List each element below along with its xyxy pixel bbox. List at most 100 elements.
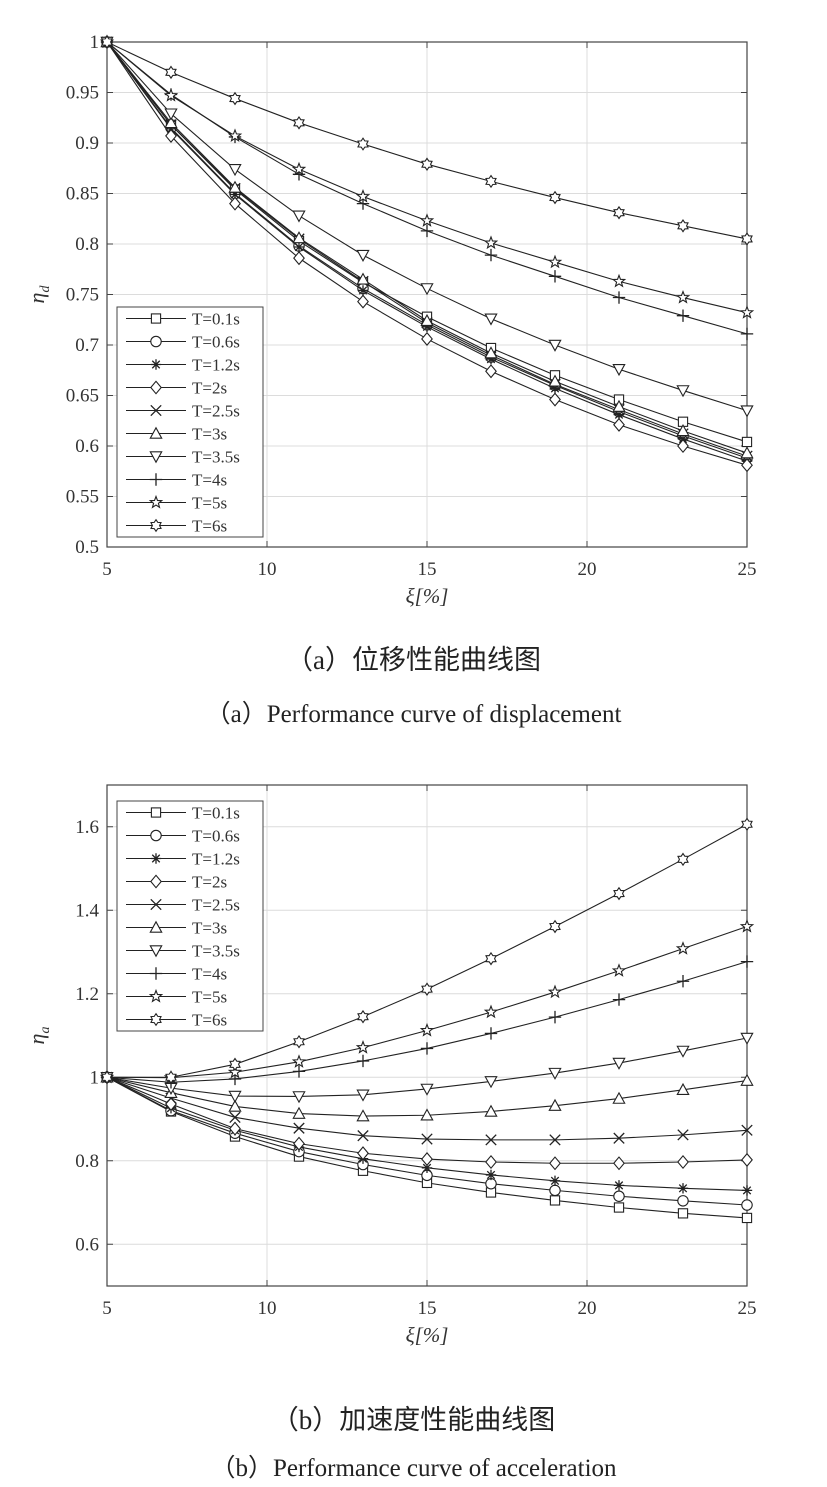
legend-marker: [149, 967, 163, 980]
caption-a-en: （a）Performance curve of displacement: [205, 701, 622, 728]
data-point: [485, 364, 497, 379]
data-point: [421, 321, 433, 333]
data-point: [740, 1073, 754, 1086]
data-point: [741, 452, 753, 464]
data-point: [357, 285, 369, 296]
y-tick-label: 0.8: [75, 234, 99, 255]
data-point: [293, 233, 305, 245]
x-tick-label: 20: [578, 1298, 597, 1319]
data-point: [613, 1202, 625, 1213]
data-point: [484, 248, 498, 262]
data-point: [357, 1165, 369, 1176]
data-point: [421, 1162, 433, 1174]
data-point: [421, 331, 433, 346]
data-point: [677, 416, 689, 427]
data-point: [99, 34, 115, 49]
data-point: [356, 1089, 370, 1102]
legend-label: T=0.1s: [192, 310, 240, 329]
data-point: [740, 446, 754, 459]
data-point: [548, 1010, 562, 1024]
data-point: [612, 399, 626, 412]
data-point: [357, 294, 369, 309]
data-point: [549, 392, 561, 407]
data-point: [676, 1045, 690, 1058]
data-point: [227, 128, 243, 143]
data-point: [229, 1057, 241, 1072]
data-point: [484, 1104, 498, 1117]
series-line: [107, 823, 748, 1078]
data-point: [548, 374, 562, 387]
y-tick-label: 0.55: [66, 487, 99, 508]
series-line: [106, 1076, 748, 1141]
data-point: [101, 1072, 113, 1083]
series-T-3s: [100, 35, 754, 459]
data-point: [741, 1124, 753, 1136]
x-tick-label: 5: [102, 1298, 112, 1319]
data-point: [677, 852, 689, 867]
data-point: [740, 327, 754, 341]
data-point: [613, 403, 625, 416]
data-point: [549, 1175, 561, 1186]
data-point: [355, 188, 371, 203]
data-point: [421, 157, 433, 171]
data-point: [227, 1064, 243, 1079]
data-point: [677, 1129, 689, 1141]
data-point: [421, 982, 433, 996]
data-point: [164, 108, 178, 121]
x-tick-label: 5: [102, 559, 112, 580]
series-line: [106, 1076, 748, 1219]
series-T-0-1s: [101, 36, 753, 448]
data-point: [229, 1121, 241, 1136]
legend-label: T=6s: [192, 517, 227, 536]
data-point: [101, 1071, 113, 1083]
legend-label: T=4s: [192, 965, 227, 984]
data-point: [485, 1187, 497, 1198]
data-point: [420, 283, 434, 296]
data-point: [739, 918, 755, 933]
data-point: [356, 197, 370, 210]
series-T-2s: [101, 1070, 753, 1171]
data-point: [741, 1185, 753, 1196]
legend-marker: [149, 920, 163, 933]
legend-marker: [149, 451, 163, 464]
data-point: [677, 219, 689, 233]
data-point: [741, 1212, 753, 1224]
data-point: [549, 190, 561, 205]
legend-label: T=5s: [192, 988, 227, 1007]
data-point: [293, 1136, 305, 1151]
series-T-5s: [99, 918, 755, 1084]
y-tick-label: 1: [90, 1067, 100, 1088]
data-point: [483, 235, 499, 250]
x-tick-label: 20: [578, 559, 597, 580]
data-point: [421, 1169, 433, 1182]
data-point: [293, 1034, 305, 1049]
data-point: [293, 1145, 305, 1158]
legend-marker: [150, 1012, 162, 1027]
legend-box: [116, 306, 264, 538]
data-point: [356, 249, 370, 262]
data-point: [677, 1154, 689, 1170]
data-point: [165, 128, 177, 143]
data-point: [292, 168, 306, 181]
data-point: [613, 409, 625, 420]
series-line: [106, 41, 748, 454]
data-point: [740, 1032, 754, 1045]
legend-marker: [149, 473, 163, 486]
y-tick-label: 0.7: [75, 335, 99, 356]
series-T-2-5s: [101, 1071, 753, 1146]
plot-area: [107, 42, 747, 547]
series-T-6s: [101, 817, 753, 1085]
legend-label: T=0.6s: [192, 333, 240, 352]
data-point: [613, 405, 625, 418]
data-point: [293, 1151, 305, 1162]
data-point: [739, 305, 755, 319]
data-point: [229, 1127, 241, 1139]
legend: T=0.1s T=0.6s T=1.2s T=2s T=2.5s T=3s T=3.5s T=…: [116, 800, 264, 1032]
legend-label: T=0.1s: [192, 804, 240, 823]
data-point: [675, 941, 691, 955]
data-point: [164, 88, 178, 101]
series-line: [106, 961, 748, 1083]
data-point: [229, 182, 241, 195]
